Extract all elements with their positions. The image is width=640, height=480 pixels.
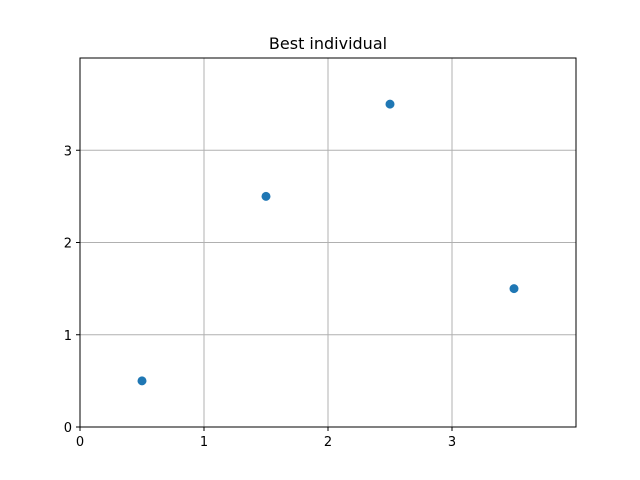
data-points	[137, 99, 519, 386]
axis-ticks: 0 1 2 3 0 1 2 3	[64, 144, 456, 450]
y-tick-label-1: 1	[64, 329, 72, 344]
data-point-0-1	[261, 191, 271, 201]
x-tick-label-2: 2	[324, 435, 332, 450]
plot-area-frame	[79, 57, 577, 428]
x-tick-label-3: 3	[448, 435, 456, 450]
y-tick-label-0: 0	[64, 421, 72, 436]
x-tick-label-0: 0	[76, 435, 84, 450]
y-tick-label-2: 2	[64, 237, 72, 252]
data-point-0-0	[137, 376, 147, 386]
data-point-0-2	[385, 99, 395, 109]
x-tick-label-1: 1	[200, 435, 208, 450]
chart-title: Best individual	[269, 34, 387, 53]
data-point-0-3	[509, 284, 519, 294]
y-tick-label-3: 3	[64, 144, 72, 159]
grid-lines	[79, 58, 576, 428]
